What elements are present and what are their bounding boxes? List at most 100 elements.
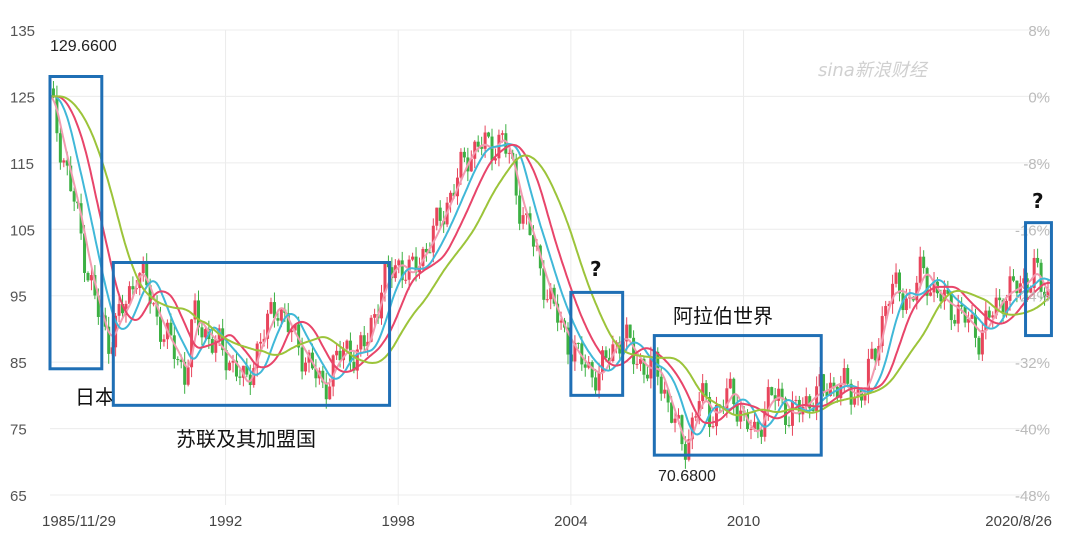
y-right-tick-label: -40% (1015, 422, 1050, 439)
price-bar (314, 368, 318, 379)
price-bar (449, 192, 453, 203)
price-bar (597, 372, 601, 391)
price-bar (224, 350, 228, 371)
price-bar (373, 314, 377, 318)
price-bar (977, 337, 981, 355)
y-left-tick-label: 75 (10, 422, 27, 439)
price-bar (355, 349, 359, 371)
x-tick-label: 2010 (727, 513, 760, 530)
price-bar (493, 158, 497, 161)
price-bar (873, 348, 877, 361)
price-bar (255, 343, 259, 369)
price-bar (687, 439, 691, 460)
price-bar (884, 306, 888, 317)
annotation-box (48, 75, 104, 371)
price-bar (611, 344, 615, 362)
price-bar (55, 95, 59, 134)
axes: 135 8% 125 0% 115 -8% 105 -16% 95 -24% 85 -32% 75 -40… (10, 23, 1052, 530)
price-bar (739, 410, 743, 422)
price-bar (421, 248, 425, 267)
price-bar (728, 378, 732, 389)
price-bar (929, 292, 933, 296)
price-bar (659, 376, 663, 394)
price-bar (645, 374, 649, 379)
price-bar (203, 329, 207, 338)
price-bar (542, 268, 546, 300)
price-bar (842, 368, 846, 385)
price-bar (300, 347, 304, 372)
price-bar (400, 260, 404, 281)
price-bar (787, 424, 791, 426)
price-bar (469, 158, 473, 172)
price-bar (1046, 289, 1050, 298)
price-bar (946, 289, 950, 294)
series-layer (48, 81, 1051, 469)
price-bar (331, 355, 335, 387)
price-bar (435, 207, 439, 226)
price-bar (1005, 300, 1009, 314)
price-bar (269, 302, 273, 314)
price-bar (117, 304, 121, 316)
price-bar (176, 359, 180, 361)
y-left-tick-label: 115 (10, 156, 34, 173)
price-bar (925, 268, 929, 296)
price-bar (1029, 287, 1033, 293)
price-bar (735, 404, 739, 422)
annotation-label: 阿拉伯世界 (673, 304, 773, 328)
price-bar (998, 297, 1002, 301)
y-left-tick-label: 105 (10, 222, 35, 239)
price-bar (991, 315, 995, 318)
price-bar (1043, 291, 1047, 298)
price-bar (179, 359, 183, 362)
price-bar (1008, 276, 1012, 301)
price-bar (922, 256, 926, 269)
price-bar (159, 316, 163, 342)
price-bar (286, 312, 290, 333)
price-bar (590, 362, 594, 378)
price-bar (51, 88, 55, 96)
price-bar (231, 360, 235, 363)
price-bar (259, 341, 263, 344)
price-bar (1036, 257, 1040, 263)
price-bar (200, 327, 204, 338)
y-right-tick-label: 8% (1028, 23, 1050, 40)
price-bar (214, 339, 218, 353)
price-bar (756, 421, 760, 430)
price-bar (86, 272, 90, 281)
price-bar (559, 320, 563, 323)
price-bar (369, 317, 373, 342)
price-bar (752, 421, 756, 429)
price-bar (984, 310, 988, 331)
x-tick-label: 1992 (209, 513, 242, 530)
price-bar (1032, 257, 1036, 288)
price-bar (362, 335, 366, 347)
price-bar (1025, 278, 1029, 293)
price-bar (297, 324, 301, 348)
price-bar (545, 299, 549, 301)
price-bar (683, 444, 687, 460)
price-bar (272, 302, 276, 319)
price-bar (863, 393, 867, 401)
price-bar (238, 376, 242, 378)
price-bar (594, 377, 598, 391)
price-bar (483, 132, 487, 149)
price-bar (148, 285, 152, 304)
price-bar (58, 133, 62, 163)
x-tick-label: 1985/11/29 (42, 513, 116, 530)
y-right-tick-label: 0% (1028, 89, 1050, 106)
price-bar (970, 314, 974, 319)
price-bar (949, 293, 953, 321)
price-bar (431, 225, 435, 253)
price-bar (290, 330, 294, 333)
min-price-label: 70.6800 (658, 468, 716, 485)
price-bar (162, 339, 166, 342)
price-bar (601, 350, 605, 373)
price-bar (62, 160, 66, 163)
price-bar (404, 279, 408, 281)
annotation-label: 日本 (75, 385, 115, 409)
price-bar (642, 358, 646, 375)
x-tick-label: 2020/8/26 (985, 513, 1052, 530)
price-bar (121, 304, 125, 314)
price-bar (759, 429, 763, 437)
price-bar (987, 310, 991, 318)
